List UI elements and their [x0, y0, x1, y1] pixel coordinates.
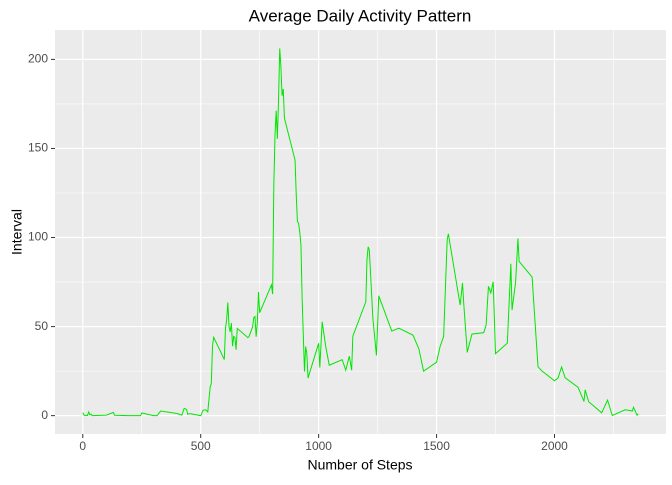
x-tick-label: 500: [191, 439, 211, 453]
y-tick-label: 0: [41, 408, 48, 422]
y-tick-label: 100: [28, 230, 48, 244]
x-tick-label: 0: [79, 439, 86, 453]
y-tick-label: 150: [28, 141, 48, 155]
x-axis-label: Number of Steps: [307, 457, 412, 473]
y-tick-label: 200: [28, 52, 48, 66]
y-axis-label: Interval: [9, 209, 25, 255]
x-tick-label: 2000: [541, 439, 568, 453]
y-tick-label: 50: [35, 319, 49, 333]
x-tick-label: 1500: [423, 439, 450, 453]
x-tick-label: 1000: [305, 439, 332, 453]
plot-panel: [55, 30, 666, 434]
data-line: [82, 48, 639, 417]
chart-title: Average Daily Activity Pattern: [249, 6, 472, 25]
